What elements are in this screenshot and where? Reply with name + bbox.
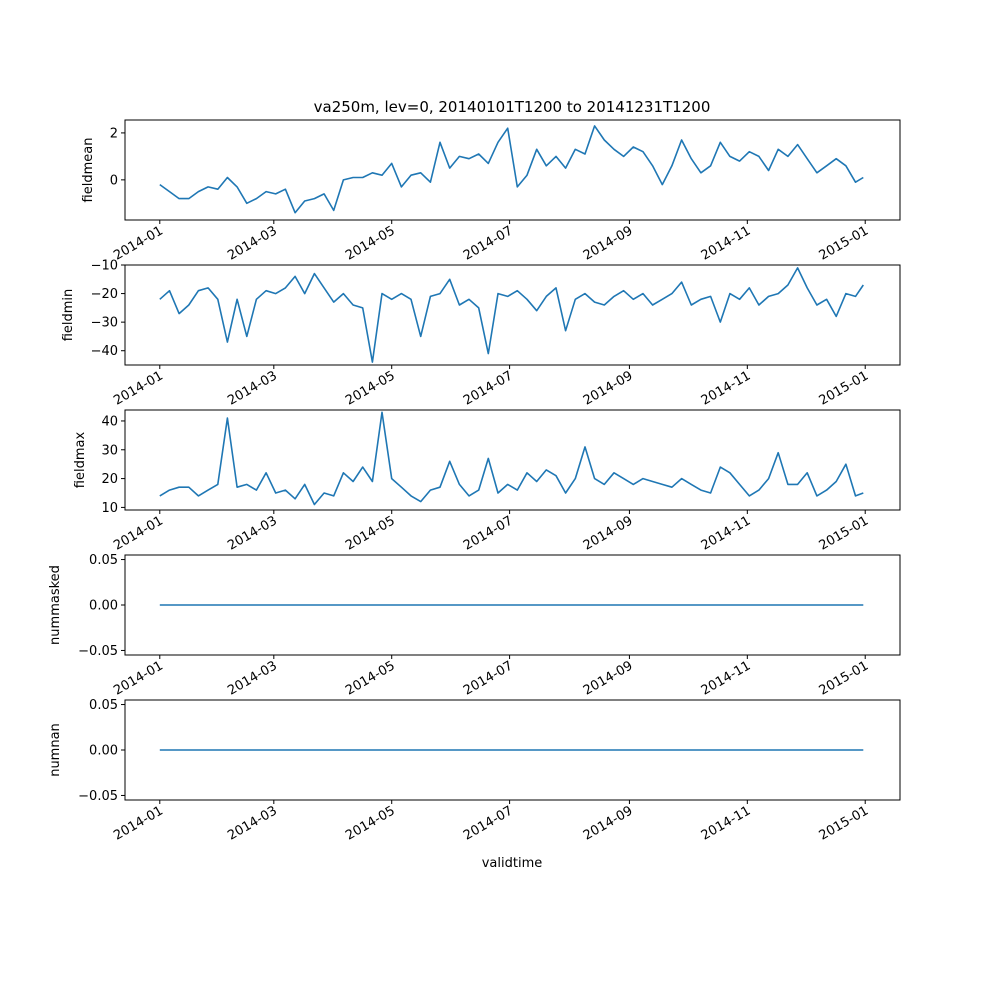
y-tick-label: −10 — [91, 259, 118, 274]
y-tick-label: −40 — [91, 344, 118, 359]
axes-frame — [124, 409, 901, 511]
axes-frame — [124, 264, 901, 366]
axes-frame — [124, 119, 901, 221]
y-tick-label: −0.05 — [78, 789, 118, 804]
y-tick-label: 10 — [101, 501, 118, 516]
y-tick-label: −20 — [91, 287, 118, 302]
series-line-fieldmin — [159, 267, 864, 363]
y-tick-label: 40 — [101, 414, 118, 429]
y-tick-label: 0 — [110, 173, 118, 188]
series-line-fieldmean — [159, 125, 864, 214]
y-axis-label: fieldmax — [73, 432, 88, 489]
plot-area — [125, 410, 900, 510]
y-tick-label: 20 — [101, 472, 118, 487]
series-line-fieldmax — [159, 411, 864, 506]
y-tick-label: 30 — [101, 443, 118, 458]
y-tick-label: 0.05 — [89, 698, 118, 713]
y-tick-label: 2 — [110, 126, 118, 141]
y-axis-label: fieldmin — [61, 289, 76, 342]
y-tick-label: 0.05 — [89, 553, 118, 568]
y-tick-label: 0.00 — [89, 599, 118, 614]
x-axis-label: validtime — [482, 856, 543, 871]
y-tick-label: −30 — [91, 316, 118, 331]
y-axis-label: numnan — [48, 723, 63, 777]
chart-title: va250m, lev=0, 20140101T1200 to 20141231… — [314, 98, 711, 116]
y-tick-label: −0.05 — [78, 644, 118, 659]
y-tick-label: 0.00 — [89, 744, 118, 759]
y-axis-label: nummasked — [48, 565, 63, 645]
plot-area — [125, 120, 900, 220]
y-axis-label: fieldmean — [81, 138, 96, 203]
plot-area — [125, 265, 900, 365]
